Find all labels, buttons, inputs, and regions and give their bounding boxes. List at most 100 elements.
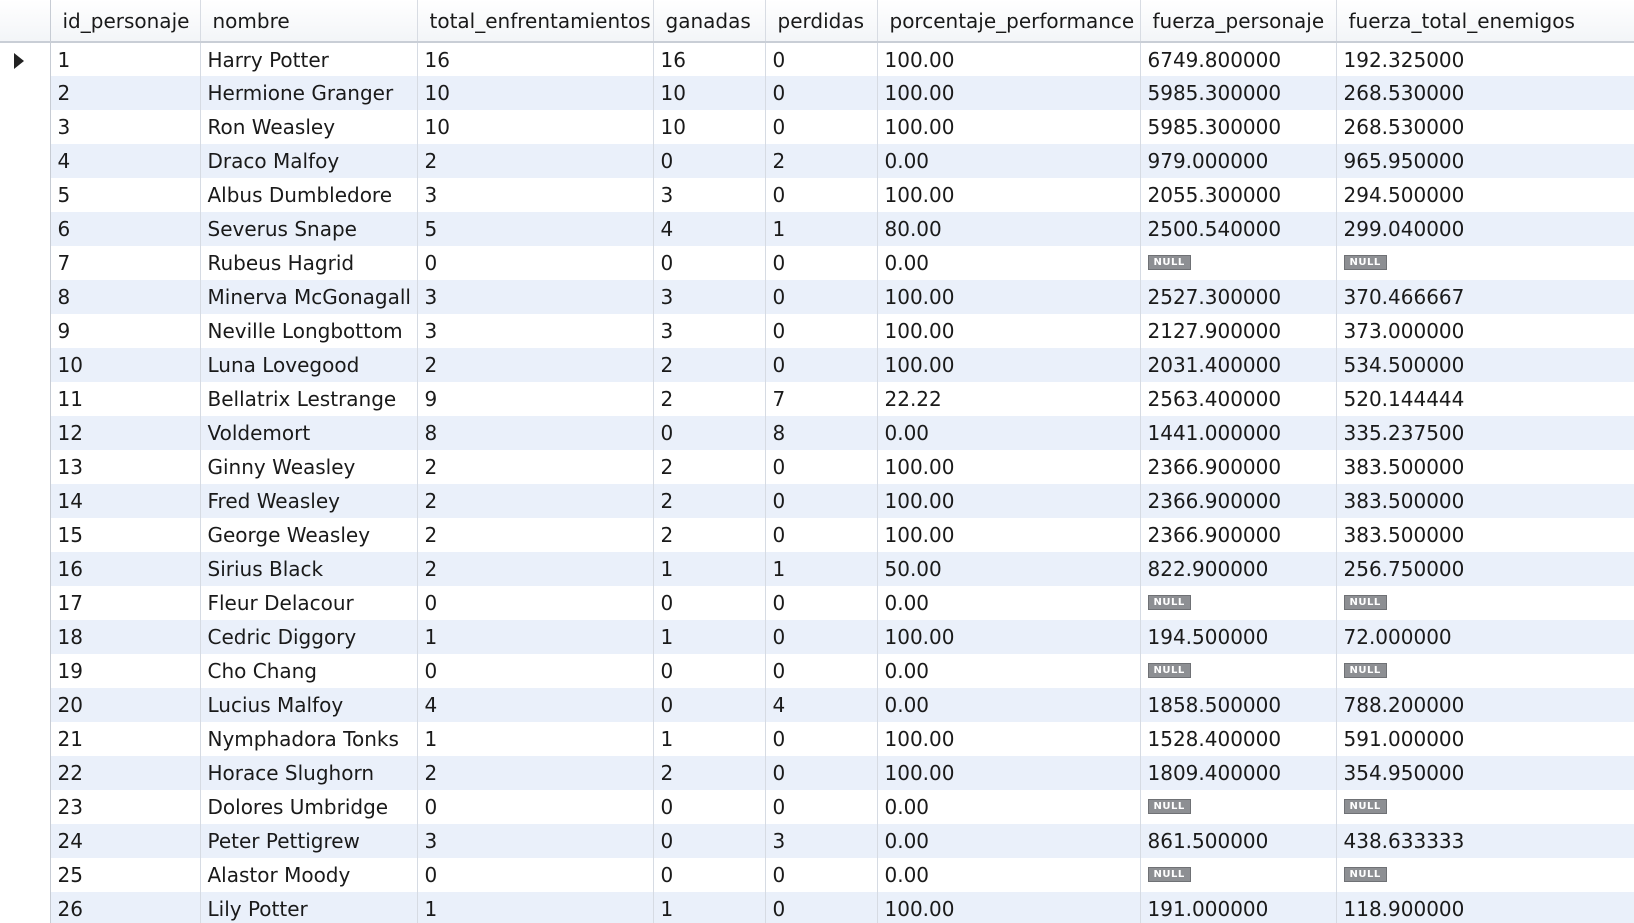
cell-id-personaje[interactable]: 5	[50, 178, 201, 212]
cell-porcentaje-performance[interactable]: 22.22	[877, 382, 1141, 416]
column-header-fuerza-personaje[interactable]: fuerza_personaje	[1140, 0, 1337, 43]
table-row[interactable]: 4 Draco Malfoy 2 0 2 0.00 979.000000 965.950000	[0, 144, 1634, 178]
cell-perdidas[interactable]: 0	[765, 518, 878, 552]
cell-porcentaje-performance[interactable]: 80.00	[877, 212, 1141, 246]
row-selector[interactable]	[0, 42, 51, 76]
cell-perdidas[interactable]: 7	[765, 382, 878, 416]
table-row[interactable]: 3 Ron Weasley 10 10 0 100.00 5985.300000 268.53…	[0, 110, 1634, 144]
table-row[interactable]: 19 Cho Chang 0 0 0 0.00 NULL NULL	[0, 654, 1634, 688]
table-row[interactable]: 21 Nymphadora Tonks 1 1 0 100.00 1528.400000 59…	[0, 722, 1634, 756]
cell-fuerza-total-enemigos[interactable]: 438.633333	[1336, 824, 1634, 858]
column-header-ganadas[interactable]: ganadas	[653, 0, 766, 43]
cell-id-personaje[interactable]: 20	[50, 688, 201, 722]
cell-perdidas[interactable]: 8	[765, 416, 878, 450]
table-row[interactable]: 20 Lucius Malfoy 4 0 4 0.00 1858.500000 788.200…	[0, 688, 1634, 722]
cell-total-enfrentamientos[interactable]: 1	[417, 722, 654, 756]
cell-porcentaje-performance[interactable]: 0.00	[877, 790, 1141, 824]
cell-perdidas[interactable]: 0	[765, 110, 878, 144]
row-selector[interactable]	[0, 552, 51, 586]
cell-fuerza-personaje[interactable]: 1441.000000	[1140, 416, 1337, 450]
cell-perdidas[interactable]: 0	[765, 790, 878, 824]
cell-ganadas[interactable]: 2	[653, 518, 766, 552]
cell-nombre[interactable]: Sirius Black	[200, 552, 418, 586]
row-selector[interactable]	[0, 756, 51, 790]
column-header-total-enfrentamientos[interactable]: total_enfrentamientos	[417, 0, 654, 43]
cell-fuerza-personaje[interactable]: 2055.300000	[1140, 178, 1337, 212]
cell-nombre[interactable]: Fred Weasley	[200, 484, 418, 518]
row-selector-header[interactable]	[0, 0, 51, 43]
cell-nombre[interactable]: Voldemort	[200, 416, 418, 450]
cell-porcentaje-performance[interactable]: 0.00	[877, 824, 1141, 858]
cell-id-personaje[interactable]: 4	[50, 144, 201, 178]
cell-fuerza-total-enemigos[interactable]: NULL	[1336, 790, 1634, 824]
cell-fuerza-total-enemigos[interactable]: 299.040000	[1336, 212, 1634, 246]
cell-nombre[interactable]: Nymphadora Tonks	[200, 722, 418, 756]
table-row[interactable]: 2 Hermione Granger 10 10 0 100.00 5985.300000 2…	[0, 76, 1634, 110]
table-row[interactable]: 14 Fred Weasley 2 2 0 100.00 2366.900000 383.50…	[0, 484, 1634, 518]
cell-total-enfrentamientos[interactable]: 9	[417, 382, 654, 416]
cell-id-personaje[interactable]: 25	[50, 858, 201, 892]
row-selector[interactable]	[0, 212, 51, 246]
table-row[interactable]: 11 Bellatrix Lestrange 9 2 7 22.22 2563.400000…	[0, 382, 1634, 416]
cell-nombre[interactable]: Cedric Diggory	[200, 620, 418, 654]
cell-total-enfrentamientos[interactable]: 2	[417, 484, 654, 518]
table-row[interactable]: 18 Cedric Diggory 1 1 0 100.00 194.500000 72.00…	[0, 620, 1634, 654]
cell-nombre[interactable]: Hermione Granger	[200, 76, 418, 110]
cell-fuerza-personaje[interactable]: 5985.300000	[1140, 76, 1337, 110]
cell-fuerza-total-enemigos[interactable]: 383.500000	[1336, 484, 1634, 518]
cell-id-personaje[interactable]: 15	[50, 518, 201, 552]
cell-porcentaje-performance[interactable]: 100.00	[877, 348, 1141, 382]
cell-porcentaje-performance[interactable]: 100.00	[877, 314, 1141, 348]
cell-nombre[interactable]: Minerva McGonagall	[200, 280, 418, 314]
cell-fuerza-personaje[interactable]: 5985.300000	[1140, 110, 1337, 144]
cell-perdidas[interactable]: 0	[765, 76, 878, 110]
row-selector[interactable]	[0, 790, 51, 824]
cell-total-enfrentamientos[interactable]: 2	[417, 450, 654, 484]
cell-total-enfrentamientos[interactable]: 10	[417, 76, 654, 110]
cell-total-enfrentamientos[interactable]: 0	[417, 246, 654, 280]
cell-nombre[interactable]: Fleur Delacour	[200, 586, 418, 620]
cell-id-personaje[interactable]: 3	[50, 110, 201, 144]
cell-fuerza-personaje[interactable]: 2366.900000	[1140, 450, 1337, 484]
column-header-porcentaje-performance[interactable]: porcentaje_performance	[877, 0, 1141, 43]
cell-fuerza-personaje[interactable]: 861.500000	[1140, 824, 1337, 858]
column-header-nombre[interactable]: nombre	[200, 0, 418, 43]
cell-perdidas[interactable]: 0	[765, 314, 878, 348]
cell-porcentaje-performance[interactable]: 100.00	[877, 110, 1141, 144]
cell-fuerza-total-enemigos[interactable]: 383.500000	[1336, 450, 1634, 484]
cell-nombre[interactable]: George Weasley	[200, 518, 418, 552]
cell-ganadas[interactable]: 2	[653, 450, 766, 484]
cell-id-personaje[interactable]: 12	[50, 416, 201, 450]
cell-porcentaje-performance[interactable]: 0.00	[877, 144, 1141, 178]
cell-fuerza-personaje[interactable]: 1809.400000	[1140, 756, 1337, 790]
cell-total-enfrentamientos[interactable]: 2	[417, 756, 654, 790]
cell-porcentaje-performance[interactable]: 100.00	[877, 450, 1141, 484]
table-row[interactable]: 10 Luna Lovegood 2 2 0 100.00 2031.400000 534.5…	[0, 348, 1634, 382]
table-row[interactable]: 9 Neville Longbottom 3 3 0 100.00 2127.900000 3…	[0, 314, 1634, 348]
cell-nombre[interactable]: Ron Weasley	[200, 110, 418, 144]
cell-fuerza-total-enemigos[interactable]: 118.900000	[1336, 892, 1634, 923]
cell-fuerza-total-enemigos[interactable]: 335.237500	[1336, 416, 1634, 450]
cell-porcentaje-performance[interactable]: 0.00	[877, 416, 1141, 450]
cell-id-personaje[interactable]: 8	[50, 280, 201, 314]
cell-id-personaje[interactable]: 19	[50, 654, 201, 688]
cell-fuerza-total-enemigos[interactable]: NULL	[1336, 246, 1634, 280]
table-row[interactable]: 25 Alastor Moody 0 0 0 0.00 NULL NULL	[0, 858, 1634, 892]
cell-fuerza-personaje[interactable]: NULL	[1140, 246, 1337, 280]
cell-fuerza-personaje[interactable]: 2500.540000	[1140, 212, 1337, 246]
cell-fuerza-personaje[interactable]: NULL	[1140, 654, 1337, 688]
cell-ganadas[interactable]: 0	[653, 688, 766, 722]
cell-perdidas[interactable]: 0	[765, 722, 878, 756]
cell-ganadas[interactable]: 0	[653, 586, 766, 620]
cell-fuerza-total-enemigos[interactable]: 591.000000	[1336, 722, 1634, 756]
cell-ganadas[interactable]: 3	[653, 280, 766, 314]
cell-total-enfrentamientos[interactable]: 3	[417, 178, 654, 212]
row-selector[interactable]	[0, 348, 51, 382]
cell-perdidas[interactable]: 0	[765, 586, 878, 620]
table-row[interactable]: 26 Lily Potter 1 1 0 100.00 191.000000 118.9000…	[0, 892, 1634, 923]
cell-fuerza-personaje[interactable]: 2031.400000	[1140, 348, 1337, 382]
cell-fuerza-total-enemigos[interactable]: 256.750000	[1336, 552, 1634, 586]
cell-id-personaje[interactable]: 2	[50, 76, 201, 110]
cell-id-personaje[interactable]: 16	[50, 552, 201, 586]
cell-fuerza-personaje[interactable]: 194.500000	[1140, 620, 1337, 654]
